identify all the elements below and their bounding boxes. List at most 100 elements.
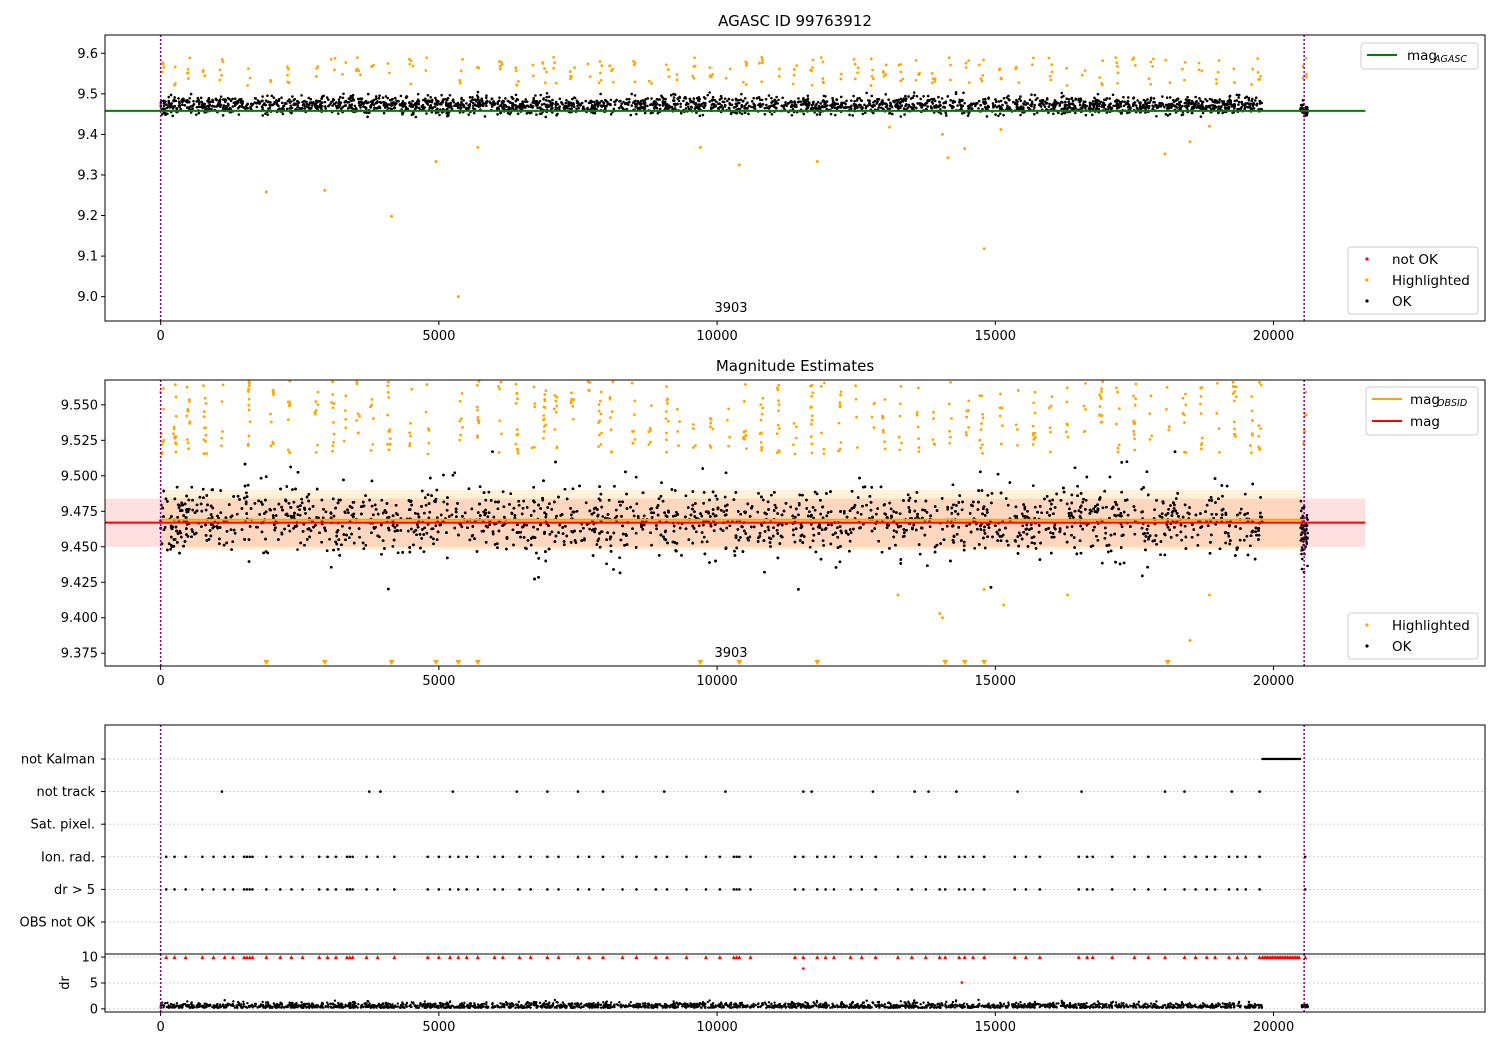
- ok-point: [340, 106, 344, 110]
- highlighted-point: [498, 67, 502, 71]
- panel1-legend-lower: not OK Highlighted OK: [1347, 246, 1479, 315]
- ok-point: [981, 107, 984, 111]
- ok-point: [172, 98, 176, 102]
- ok-point: [431, 106, 435, 110]
- ok-point: [589, 99, 593, 103]
- ok-point: [200, 100, 204, 104]
- ok-point: [417, 106, 421, 110]
- ok-point: [635, 105, 638, 109]
- ok-point: [684, 107, 688, 110]
- ok-point: [465, 106, 469, 110]
- ok-point: [1115, 107, 1119, 110]
- highlighted-point: [999, 128, 1003, 132]
- ok-point: [853, 107, 857, 111]
- ok-point: [1089, 102, 1093, 105]
- highlighted-point: [856, 66, 860, 70]
- ok-point: [1243, 96, 1247, 100]
- highlighted-point: [356, 56, 359, 60]
- ok-point: [745, 107, 749, 110]
- ok-point: [902, 107, 906, 110]
- ok-point: [374, 101, 378, 105]
- ok-point: [888, 112, 891, 115]
- ok-point: [266, 94, 269, 98]
- ok-point: [1033, 93, 1037, 97]
- ok-point: [887, 98, 890, 102]
- ok-point: [985, 115, 989, 118]
- ok-point: [467, 113, 471, 116]
- highlighted-point: [1183, 60, 1187, 64]
- highlighted-point: [344, 61, 348, 64]
- highlighted-point: [568, 70, 572, 73]
- ok-point: [852, 102, 856, 106]
- ok-point: [710, 99, 714, 102]
- ok-point: [599, 92, 602, 96]
- panel1-plot-area: [105, 35, 1366, 321]
- ok-point: [697, 99, 701, 103]
- highlighted-point: [979, 77, 983, 80]
- ok-point: [982, 98, 985, 101]
- highlighted-point: [246, 67, 250, 71]
- ok-point: [472, 111, 476, 115]
- ok-point: [916, 102, 919, 105]
- ok-point: [1247, 97, 1251, 100]
- ok-point: [490, 97, 494, 100]
- ok-point: [1063, 111, 1067, 115]
- ok-point: [436, 103, 439, 106]
- ok-point: [714, 105, 717, 108]
- ok-point: [229, 107, 233, 111]
- ok-point: [638, 101, 642, 105]
- ok-point: [282, 104, 286, 107]
- legend-mag-agasc-sub: AGASC: [1433, 54, 1467, 65]
- ok-point: [799, 103, 803, 106]
- ok-point: [554, 100, 558, 104]
- ok-point: [303, 99, 306, 103]
- ok-point: [1210, 98, 1214, 101]
- ok-point: [666, 107, 669, 111]
- highlighted-point: [554, 81, 558, 85]
- ok-point: [806, 94, 810, 98]
- ok-point: [568, 107, 572, 111]
- ok-point: [757, 96, 760, 99]
- ok-point: [593, 107, 596, 110]
- ok-point: [1168, 112, 1172, 116]
- highlighted-point: [918, 71, 921, 75]
- ok-point: [539, 93, 542, 97]
- ok-point: [341, 96, 345, 100]
- ok-point: [1228, 95, 1231, 98]
- ok-point: [1138, 101, 1141, 105]
- ok-point: [1220, 99, 1224, 103]
- highlighted-point: [425, 56, 429, 60]
- highlighted-point: [458, 81, 462, 85]
- ok-point: [926, 99, 930, 103]
- highlighted-point: [1101, 59, 1105, 62]
- ok-point: [586, 106, 589, 110]
- ok-point: [218, 98, 222, 101]
- ok-point: [1160, 103, 1164, 106]
- highlighted-point: [963, 147, 967, 151]
- ok-point: [440, 93, 443, 97]
- ok-point: [865, 105, 868, 108]
- highlighted-point: [999, 76, 1003, 80]
- ok-point: [319, 107, 323, 110]
- ok-point: [815, 113, 819, 116]
- ok-point: [280, 101, 284, 105]
- ok-point: [1053, 99, 1057, 102]
- ok-point: [584, 99, 588, 103]
- ok-point: [993, 104, 997, 107]
- ok-point: [1207, 105, 1211, 109]
- ok-point: [471, 101, 475, 105]
- ok-point: [325, 96, 329, 99]
- ok-point: [365, 111, 368, 115]
- highlighted-point: [980, 79, 984, 83]
- ok-point: [905, 97, 908, 100]
- ok-point: [296, 106, 299, 109]
- ok-point: [280, 96, 283, 99]
- ok-point: [1258, 99, 1262, 103]
- ok-point: [743, 96, 747, 100]
- ok-point: [790, 113, 794, 117]
- x-tick-label: 0: [157, 329, 165, 344]
- highlighted-point: [1014, 65, 1018, 69]
- ok-point: [417, 102, 421, 106]
- ok-point: [1105, 111, 1109, 114]
- ok-point: [737, 98, 740, 102]
